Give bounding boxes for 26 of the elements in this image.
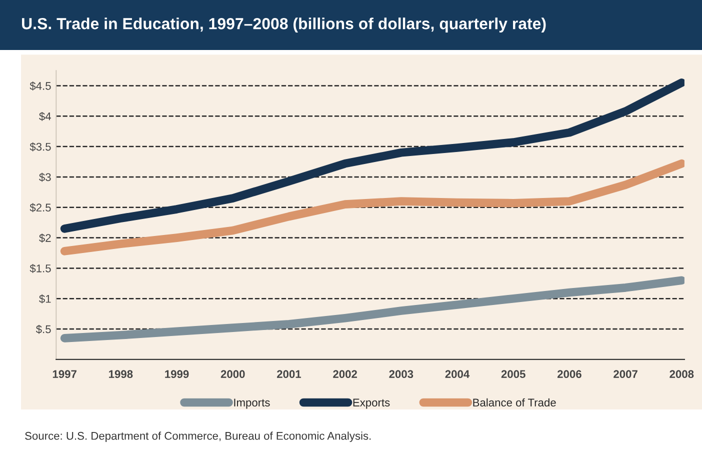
y-tick-label: $4.5 [30,82,51,91]
x-tick-label: 2002 [333,370,357,378]
legend-label: Balance of Trade [473,398,556,407]
x-tick-label: 1998 [109,370,133,378]
x-tick-label: 2000 [220,370,245,378]
chart-title: U.S. Trade in Education, 1997–2008 (billions of dollars, quarterly rate) [22,18,546,32]
y-tick-label: $1 [39,294,51,304]
y-tick-label: $3.5 [30,142,51,152]
y-tick-label: $.5 [36,324,51,334]
x-tick-label: 1999 [165,370,189,378]
x-tick-label: 1997 [52,370,76,378]
legend-label: Exports [353,398,390,409]
y-tick-label: $3 [39,172,51,182]
x-tick-label: 2004 [445,370,470,378]
x-tick-label: 2008 [670,370,694,378]
x-tick-label: 2007 [614,370,638,378]
y-tick-label: $1.5 [30,264,51,274]
x-tick-label: 2001 [276,370,302,378]
x-tick-label: 2003 [389,370,414,378]
legend-label: Imports [234,398,270,409]
source-note: Source: U.S. Department of Commerce, Bureau of Economic Analysis. [25,432,371,442]
x-tick-label: 2006 [557,370,582,378]
y-tick-label: $4 [39,112,51,121]
y-tick-label: $2.5 [30,203,51,212]
x-tick-label: 2005 [501,370,526,378]
y-tick-label: $2 [39,234,51,243]
